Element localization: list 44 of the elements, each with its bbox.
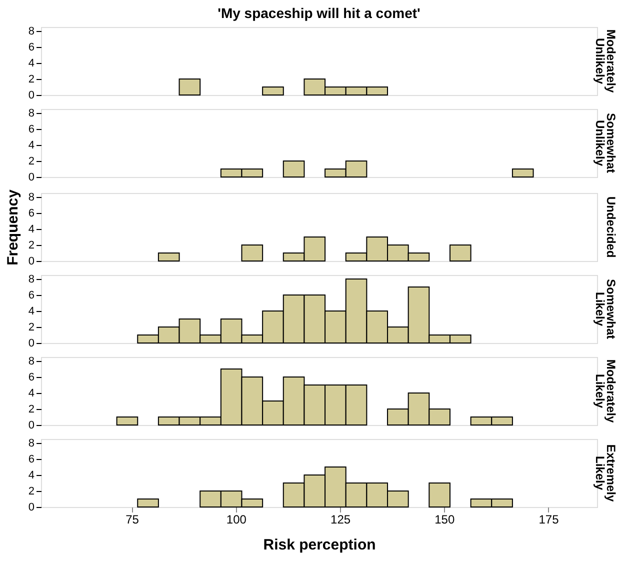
y-tick-label: 6 (28, 42, 34, 54)
y-tick-label: 6 (28, 208, 34, 220)
y-tick-label: 0 (28, 338, 34, 350)
y-tick-label: 6 (28, 124, 34, 136)
y-tick-label: 8 (28, 438, 34, 450)
y-tick-label: 2 (28, 404, 34, 416)
y-tick-label: 4 (28, 140, 34, 152)
y-tick-label: 8 (28, 26, 34, 38)
y-tick-label: 2 (28, 240, 34, 252)
x-tick-label: 75 (126, 512, 140, 526)
y-tick-label: 6 (28, 290, 34, 302)
x-axis-title: Risk perception (263, 536, 376, 554)
y-tick-label: 4 (28, 58, 34, 70)
y2-axis-title: Moderately Unlikely (593, 29, 618, 93)
chart-title: 'My spaceship will hit a comet' (218, 5, 420, 21)
y-tick-label: 2 (28, 486, 34, 498)
y-tick-label: 8 (28, 274, 34, 286)
x-tick-label: 150 (434, 512, 455, 526)
y2-axis-title: Somewhat Likely (593, 278, 618, 340)
y-tick-label: 2 (28, 156, 34, 168)
y-tick-label: 8 (28, 192, 34, 204)
y-tick-label: 2 (28, 74, 34, 86)
y-tick-label: 4 (28, 388, 34, 400)
y2-axis-title: Somewhat Unlikely (593, 112, 618, 174)
y2-axis-title: Undecided (604, 196, 618, 258)
y-tick-label: 0 (28, 172, 34, 184)
y-tick-label: 0 (28, 502, 34, 514)
y-tick-label: 8 (28, 108, 34, 120)
y2-axis-title: Moderately Likely (593, 359, 618, 423)
y-tick-label: 8 (28, 356, 34, 368)
y-tick-label: 0 (28, 256, 34, 268)
y2-axis-title: Extremely Likely (593, 444, 618, 502)
y-tick-label: 4 (28, 470, 34, 482)
x-tick-label: 175 (538, 512, 560, 526)
y-tick-label: 2 (28, 322, 34, 334)
x-tick-label: 125 (330, 512, 351, 526)
y-tick-label: 6 (28, 372, 34, 384)
y-tick-label: 0 (28, 90, 34, 102)
x-tick-label: 100 (226, 512, 247, 526)
y-tick-label: 4 (28, 306, 34, 318)
y-tick-label: 0 (28, 420, 34, 432)
y-tick-label: 6 (28, 454, 34, 466)
y-tick-label: 4 (28, 224, 34, 236)
y-axis-title: Frequency (4, 188, 22, 266)
